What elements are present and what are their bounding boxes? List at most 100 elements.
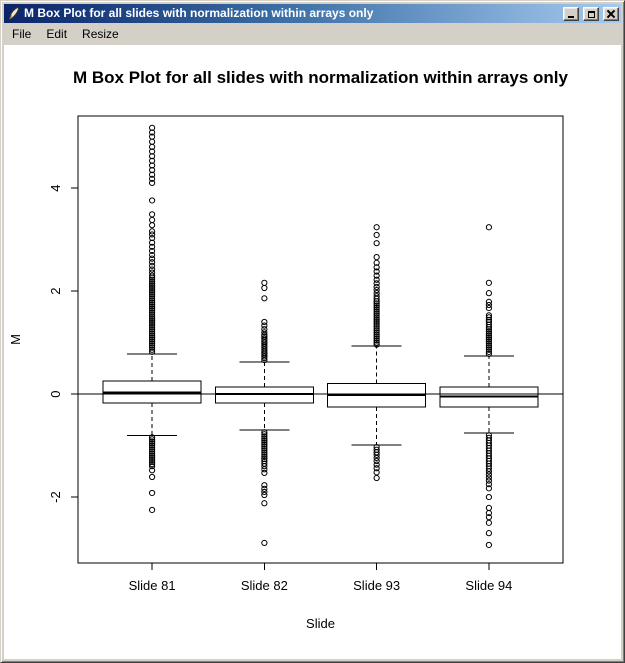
outlier-slide-94	[485, 348, 493, 355]
outlier-slide-82	[261, 429, 268, 436]
outlier-slide-82	[261, 451, 268, 458]
outlier-slide-93	[373, 320, 380, 328]
outlier-slide-82	[261, 318, 268, 326]
outlier-slide-81	[148, 324, 156, 331]
outlier-slide-81	[148, 234, 156, 242]
outlier-slide-81	[148, 255, 156, 262]
outlier-slide-81	[148, 262, 156, 269]
outlier-slide-94	[485, 485, 493, 492]
outlier-slide-81	[148, 434, 156, 441]
minimize-button[interactable]	[563, 6, 579, 21]
outlier-slide-94	[485, 334, 493, 341]
outlier-slide-81	[148, 467, 156, 474]
outlier-slide-93	[373, 312, 380, 319]
outlier-slide-94	[485, 332, 493, 339]
outlier-slide-94	[485, 298, 493, 306]
outlier-slide-81	[148, 222, 156, 229]
outlier-slide-81	[148, 269, 156, 276]
outlier-slide-81	[148, 280, 156, 287]
outlier-slide-93	[373, 454, 380, 462]
outlier-slide-81	[148, 334, 156, 341]
outlier-slide-81	[148, 272, 156, 279]
outlier-slide-93	[373, 268, 380, 275]
outlier-slide-93	[373, 304, 380, 311]
outlier-slide-82	[261, 500, 268, 507]
outlier-slide-93	[373, 337, 380, 344]
outlier-slide-94	[485, 279, 493, 286]
outlier-slide-93	[373, 308, 380, 315]
outlier-slide-93	[373, 224, 380, 231]
outlier-slide-94	[485, 321, 493, 328]
outlier-slide-82	[261, 485, 268, 492]
outlier-slide-82	[261, 491, 268, 499]
outlier-slide-93	[373, 465, 380, 472]
x-tick-label-2: Slide 93	[353, 578, 400, 593]
outlier-slide-93	[373, 283, 380, 291]
outlier-slide-93	[373, 302, 380, 309]
outlier-slide-82	[261, 449, 268, 456]
outlier-slide-93	[373, 461, 380, 468]
quill-icon	[9, 6, 20, 20]
outlier-slide-81	[148, 247, 156, 255]
boxplot-canvas: M Box Plot for all slides with normaliza…	[8, 68, 569, 631]
outlier-slide-81	[148, 452, 156, 459]
x-axis-label: Slide	[306, 616, 335, 631]
outlier-slide-94	[485, 336, 493, 343]
outlier-slide-82	[261, 445, 268, 452]
outlier-slide-81	[148, 153, 156, 160]
outlier-slide-94	[485, 316, 493, 324]
outlier-slide-81	[148, 458, 156, 466]
outlier-slide-94	[485, 504, 493, 511]
outlier-slide-81	[148, 307, 156, 314]
outlier-slide-81	[148, 332, 156, 339]
maximize-button[interactable]	[583, 6, 599, 21]
outlier-slide-93	[373, 264, 380, 271]
menu-file[interactable]: File	[12, 27, 32, 41]
outlier-slide-81	[148, 297, 156, 304]
outlier-slide-81	[148, 166, 156, 174]
outlier-slide-94	[485, 326, 493, 333]
title-bar[interactable]: M Box Plot for all slides with normaliza…	[4, 4, 621, 23]
outlier-slide-93	[373, 339, 380, 346]
outlier-slide-81	[148, 148, 156, 155]
outlier-slide-81	[148, 321, 156, 329]
outlier-slide-82	[261, 539, 268, 547]
outlier-slide-81	[148, 179, 156, 187]
outlier-slide-81	[148, 315, 156, 323]
outlier-slide-81	[148, 344, 156, 351]
outlier-slide-94	[485, 338, 493, 345]
plot-title: M Box Plot for all slides with normaliza…	[73, 68, 569, 87]
outlier-slide-81	[148, 284, 156, 292]
outlier-slide-81	[148, 346, 156, 353]
outlier-slide-81	[148, 239, 156, 246]
menu-edit[interactable]: Edit	[46, 27, 68, 41]
menu-resize[interactable]: Resize	[82, 27, 119, 41]
outlier-slide-81	[148, 489, 156, 497]
maximize-icon	[587, 10, 595, 18]
outlier-slide-94	[485, 342, 493, 349]
outlier-slide-81	[148, 454, 156, 462]
outlier-slide-93	[373, 286, 380, 294]
outlier-slide-81	[148, 440, 156, 447]
outlier-slide-93	[373, 341, 380, 348]
outlier-slide-93	[373, 293, 380, 300]
outlier-slide-81	[148, 506, 156, 514]
outlier-slide-82	[261, 482, 268, 489]
outlier-slide-81	[148, 293, 156, 300]
close-button[interactable]	[603, 6, 619, 21]
outlier-slide-81	[148, 157, 156, 164]
outlier-slide-94	[485, 318, 493, 326]
outlier-slide-94	[485, 328, 493, 335]
outlier-slide-81	[148, 276, 156, 283]
minimize-icon	[568, 15, 574, 18]
outlier-slide-81	[148, 289, 156, 296]
outlier-slide-93	[373, 335, 380, 342]
outlier-slide-94	[485, 312, 493, 319]
outlier-slide-81	[148, 129, 156, 136]
x-tick-label-3: Slide 94	[465, 578, 512, 593]
plot-client-area: M Box Plot for all slides with normaliza…	[4, 45, 621, 659]
outlier-slide-94	[485, 344, 493, 351]
outlier-slide-81	[148, 338, 156, 345]
y-tick-label-2: 2	[48, 287, 63, 294]
